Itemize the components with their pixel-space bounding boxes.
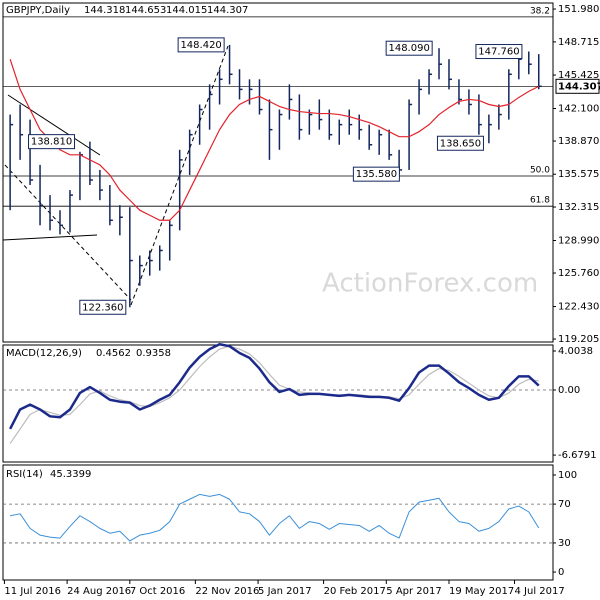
annotation-label: 135.580: [356, 169, 397, 180]
moving-average: [9, 58, 540, 221]
y-tick-label: 100: [558, 470, 577, 481]
x-tick-label: 5 Apr 2017: [386, 586, 441, 597]
macd-title: MACD(12,26,9): [6, 348, 82, 359]
last-low: 144.015: [166, 5, 207, 16]
y-tick-label: 125.760: [558, 268, 599, 279]
rsi-title: RSI(14): [6, 469, 43, 480]
x-tick-label: 4 Jul 2017: [515, 586, 565, 597]
trend-line: [7, 94, 101, 156]
x-tick-label: 24 Aug 2016: [67, 586, 131, 597]
last-open: 144.318: [84, 5, 125, 16]
rsi-panel: [2, 464, 554, 581]
fib-label: 61.8: [530, 196, 550, 206]
annotation-box: [475, 44, 523, 60]
y-tick-label: 148.715: [558, 37, 599, 48]
y-tick-label: 138.870: [558, 136, 599, 147]
y-tick-label: 0: [558, 567, 564, 578]
macd-last: 0.4562: [96, 348, 131, 359]
x-tick-label: 5 Jan 2017: [258, 586, 312, 597]
annotation-label: 122.360: [82, 302, 123, 313]
fib-label: 38.2: [530, 6, 550, 16]
y-tick-label: 30: [558, 538, 571, 549]
price-panel: [2, 2, 554, 343]
x-tick-label: 20 Feb 2017: [324, 586, 386, 597]
annotation-label: 147.760: [478, 47, 519, 58]
y-tick-label: 145.425: [558, 70, 599, 81]
indicator-line: [9, 342, 540, 430]
y-tick-label: 128.990: [558, 236, 599, 247]
annotation-box: [177, 37, 225, 53]
macd-panel: [2, 344, 554, 463]
chart-title: GBPJPY,Daily: [6, 5, 70, 16]
watermark: ActionForex.com: [322, 269, 538, 299]
y-tick-label: 142.100: [558, 104, 599, 115]
x-tick-label: 19 May 2017: [449, 586, 514, 597]
y-tick-label: 132.315: [558, 202, 599, 213]
annotation-box: [28, 134, 76, 150]
last-close: 144.307: [207, 5, 248, 16]
fib-label: 50.0: [530, 165, 550, 175]
trend-line: [2, 234, 98, 241]
annotation-box: [436, 135, 484, 151]
rsi-last: 45.3399: [50, 469, 91, 480]
y-tick-label: 122.430: [558, 302, 599, 313]
signal-last: 0.9358: [136, 348, 171, 359]
annotation-label: 138.650: [440, 138, 481, 149]
indicator-line: [10, 493, 540, 542]
y-tick-label: 4.0038: [558, 346, 593, 357]
annotation-label: 138.810: [31, 137, 72, 148]
x-tick-label: 11 Jul 2016: [4, 586, 61, 597]
last-high: 144.653: [125, 5, 166, 16]
y-tick-label: -6.6791: [558, 450, 597, 461]
annotation-box: [385, 40, 433, 56]
y-tick-label: 135.575: [558, 169, 599, 180]
y-tick-label: 70: [558, 499, 571, 510]
annotation-box: [352, 166, 400, 182]
annotation-box: [79, 299, 127, 315]
y-tick-label: 119.205: [558, 334, 599, 345]
current-price-label: 144.307: [558, 81, 600, 92]
annotation-label: 148.420: [180, 40, 221, 51]
x-tick-label: 7 Oct 2016: [130, 586, 185, 597]
y-tick-label: 151.980: [558, 4, 599, 15]
current-price-tag: [555, 78, 600, 94]
trend-line: [4, 164, 132, 301]
y-tick-label: 0.00: [558, 385, 580, 396]
annotation-label: 148.090: [388, 43, 429, 54]
x-tick-label: 22 Nov 2016: [195, 586, 259, 597]
